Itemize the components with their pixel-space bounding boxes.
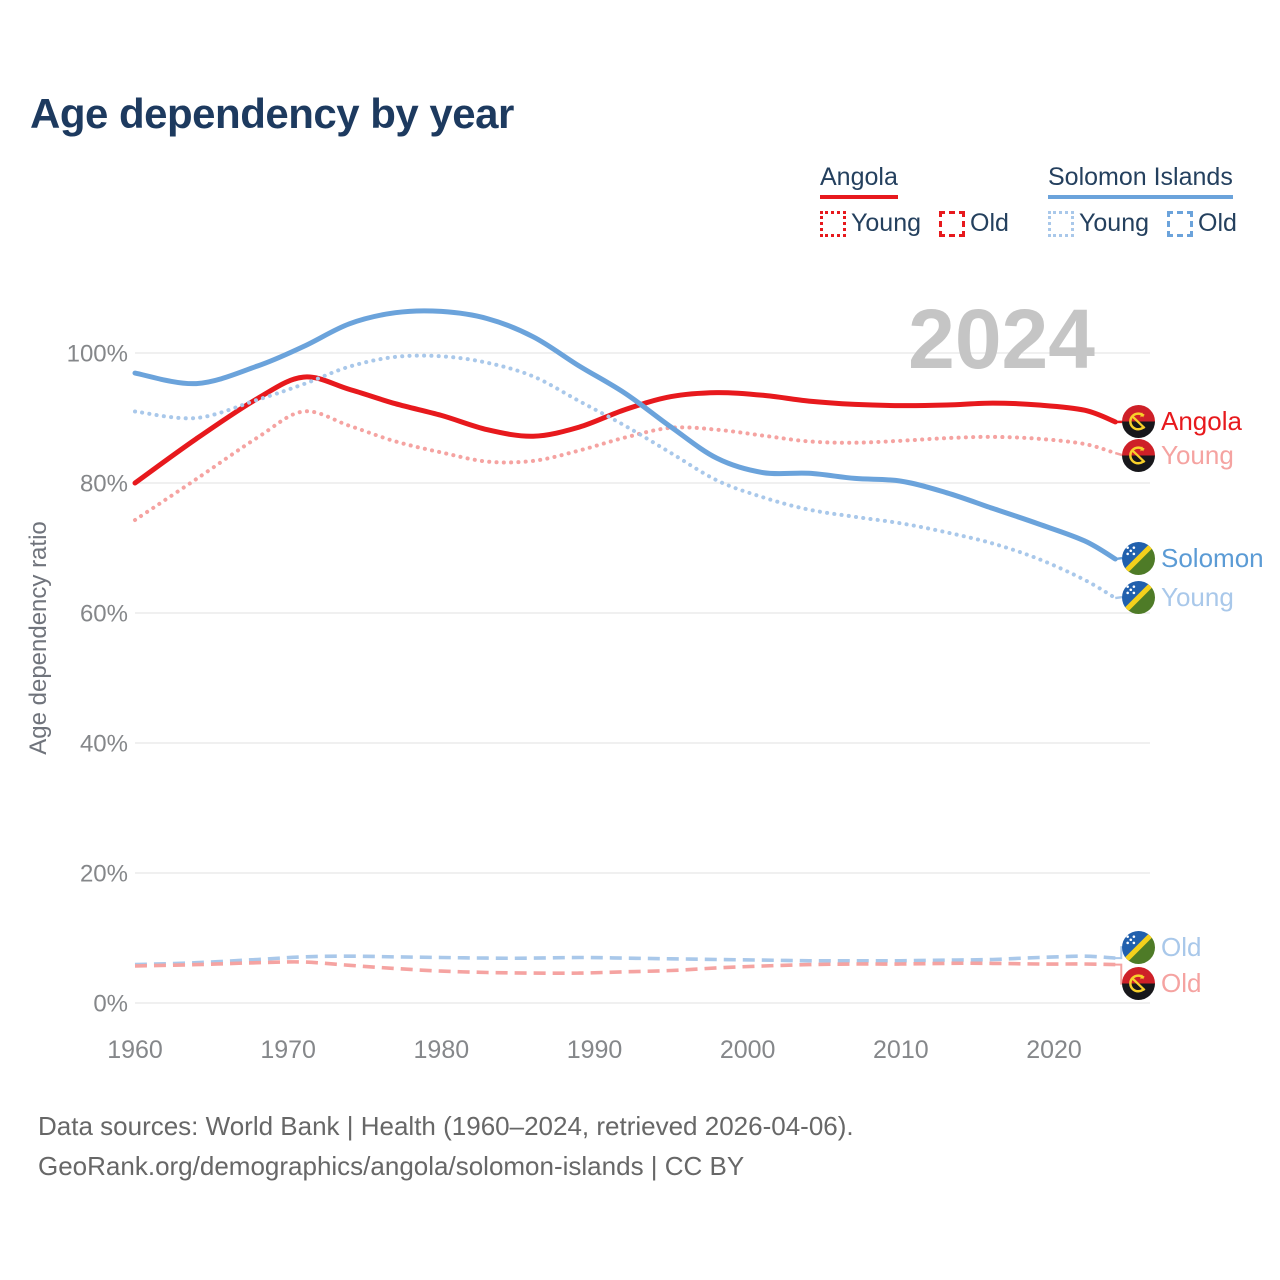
line-solomon-islands-young: [133, 353, 1118, 600]
series-label-text: Old: [1161, 931, 1202, 962]
legend-row-angola: Young Old: [820, 209, 1009, 238]
legend-label-angola-old: Old: [970, 209, 1009, 237]
x-tick-label: 1970: [260, 1036, 316, 1064]
angola-flag-icon: [1122, 967, 1155, 1000]
gridlines: [135, 352, 1150, 1004]
axis-ticks: 0% 20% 40% 60% 80% 100% 1960 1970 1980 1990 2000 20…: [67, 340, 1082, 1064]
footer-line-1: Data sources: World Bank | Health (1960–…: [38, 1111, 854, 1141]
y-tick-label: 0%: [93, 990, 128, 1017]
y-tick-label: 100%: [67, 340, 128, 367]
x-tick-label: 2000: [720, 1036, 776, 1064]
x-tick-label: 2020: [1026, 1036, 1082, 1064]
series-label-angola-old: Old: [1122, 967, 1201, 1001]
series-label-text: Young: [1161, 439, 1234, 470]
line-angola-young: [133, 409, 1118, 522]
legend-group-solomon-islands: Solomon Islands Young Old: [1048, 163, 1237, 238]
line-solomon-islands-total: [132, 308, 1118, 562]
legend-label-angola-young: Young: [851, 209, 921, 237]
year-watermark: 2024: [908, 292, 1095, 386]
series-label-text: Solomon: [1161, 542, 1264, 573]
series-label-solomon-total: Solomon: [1122, 541, 1264, 575]
solomon-islands-flag-icon: [1122, 542, 1155, 575]
label-connectors: [1113, 420, 1125, 985]
angola-flag-icon: [1122, 439, 1155, 472]
legend-label-solomon-old: Old: [1198, 209, 1237, 237]
legend-swatch-solomon-old: [1167, 210, 1193, 237]
page-title: Age dependency by year: [30, 90, 514, 137]
footer-line-2: GeoRank.org/demographics/angola/solomon-…: [38, 1151, 745, 1181]
x-tick-label: 1980: [414, 1036, 470, 1064]
legend-title-solomon-islands: Solomon Islands: [1048, 163, 1233, 199]
series-lines: [132, 308, 1118, 976]
y-tick-label: 60%: [80, 600, 128, 627]
angola-flag-icon: [1122, 405, 1155, 438]
x-tick-label: 1960: [107, 1036, 163, 1064]
series-label-text: Young: [1161, 581, 1234, 612]
line-solomon-islands-old: [134, 954, 1116, 967]
series-label-solomon-old: Old: [1122, 930, 1201, 964]
solomon-islands-flag-icon: [1122, 931, 1155, 964]
series-label-text: Old: [1161, 968, 1202, 999]
line-angola-old: [134, 960, 1116, 976]
series-label-angola-total: Angola: [1122, 405, 1242, 439]
legend-swatch-solomon-young: [1048, 210, 1074, 237]
y-tick-label: 40%: [80, 730, 128, 757]
series-label-text: Angola: [1161, 406, 1242, 437]
legend-swatch-angola-young: [820, 210, 846, 237]
y-axis-title: Age dependency ratio: [25, 521, 52, 755]
y-tick-label: 20%: [80, 860, 128, 887]
legend-row-solomon-islands: Young Old: [1048, 209, 1237, 238]
solomon-islands-flag-icon: [1122, 581, 1155, 614]
x-tick-label: 1990: [567, 1036, 623, 1064]
y-tick-label: 80%: [80, 470, 128, 497]
x-tick-label: 2010: [873, 1036, 929, 1064]
series-label-solomon-young: Young: [1122, 580, 1234, 614]
legend-swatch-angola-old: [939, 210, 965, 237]
series-label-angola-young: Young: [1122, 438, 1234, 472]
legend-group-angola: Angola Young Old: [820, 163, 1009, 238]
data-source-footer: Data sources: World Bank | Health (1960–…: [38, 1106, 854, 1186]
legend-title-angola: Angola: [820, 163, 898, 199]
legend-label-solomon-young: Young: [1079, 209, 1149, 237]
